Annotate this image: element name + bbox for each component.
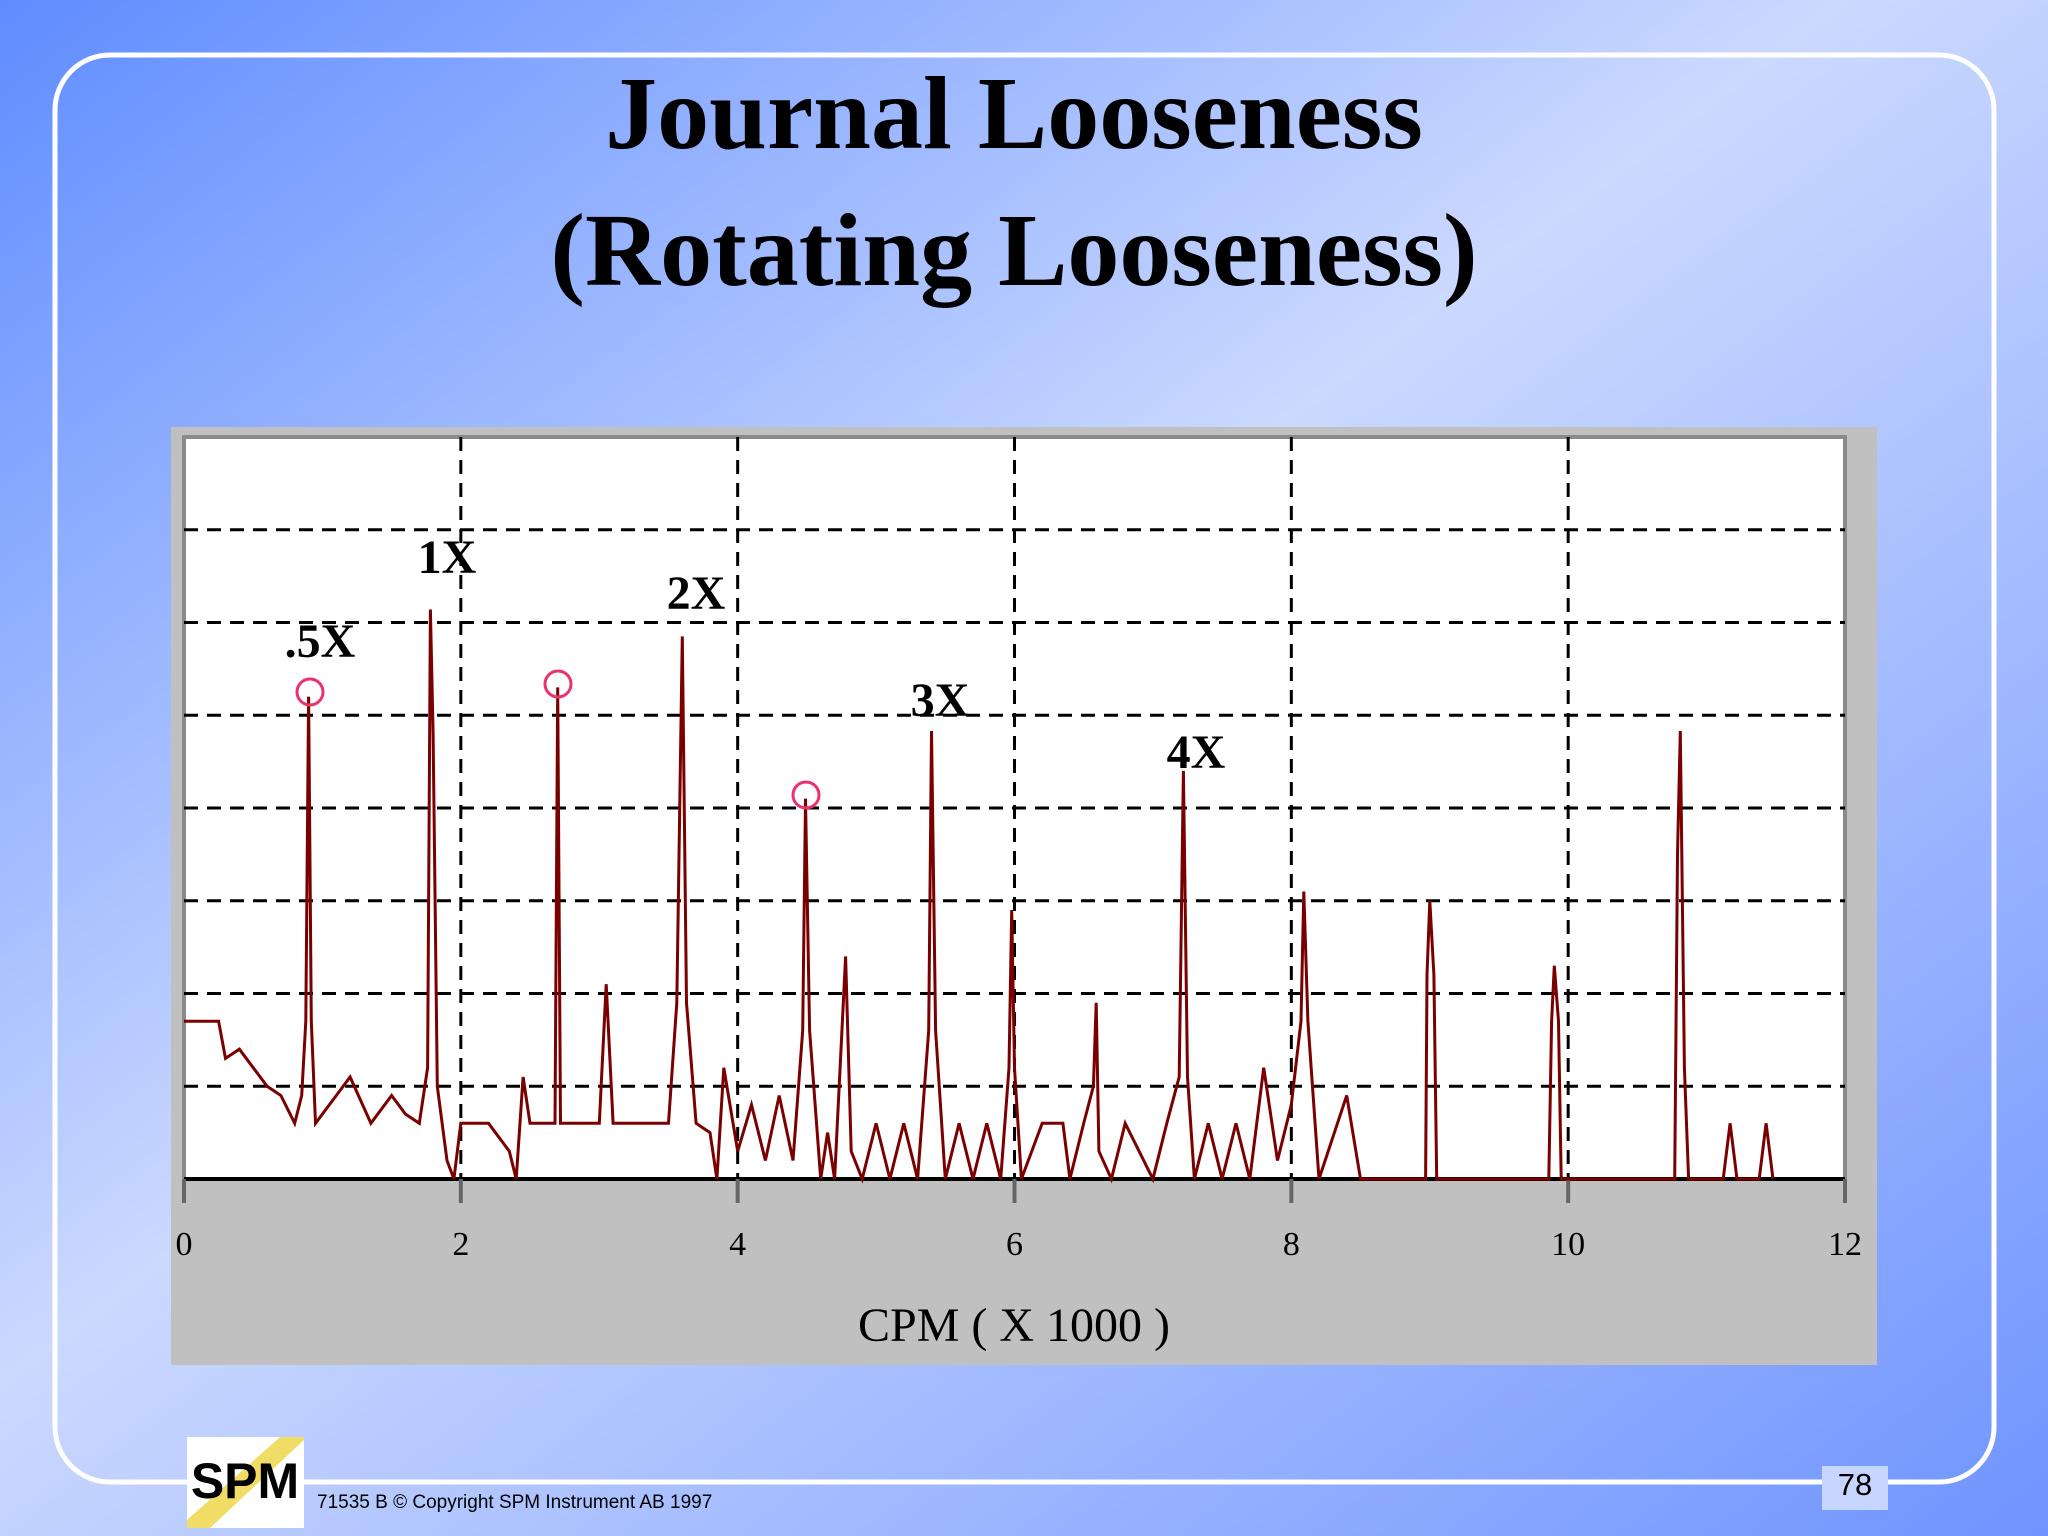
page-number-box: [1822, 1466, 1888, 1510]
x-tick-label: 10: [1551, 1226, 1585, 1263]
x-tick-label: 0: [176, 1226, 193, 1263]
frame: [52, 52, 1997, 1485]
peak-annotation: 4X: [1167, 726, 1226, 779]
peak-marker: [295, 677, 325, 707]
peak-marker: [791, 780, 821, 810]
x-tick-label: 8: [1283, 1226, 1300, 1263]
x-tick-label: 6: [1006, 1226, 1023, 1263]
plot: [182, 435, 1847, 1203]
peak-annotation: 2X: [667, 567, 726, 620]
x-axis-label: CPM ( X 1000 ): [858, 1299, 1170, 1352]
logo-text: SPM: [191, 1453, 299, 1509]
peak-marker: [543, 669, 573, 699]
footer-text: 71535 B © Copyright SPM Instrument AB 19…: [317, 1492, 712, 1513]
peak-annotation: 1X: [418, 531, 477, 584]
spectrum-line: [184, 609, 1775, 1184]
x-tick-label: 4: [729, 1226, 746, 1263]
peak-annotation: .5X: [285, 615, 356, 668]
peak-annotation: 3X: [911, 674, 970, 727]
logo-stripe: [187, 1437, 304, 1528]
title-line: (Rotating Looseness): [550, 193, 1477, 308]
x-tick-label: 2: [452, 1226, 469, 1263]
x-tick-label: 12: [1828, 1226, 1862, 1263]
title-line: Journal Looseness: [605, 56, 1423, 171]
page-number: 78: [1838, 1467, 1872, 1502]
